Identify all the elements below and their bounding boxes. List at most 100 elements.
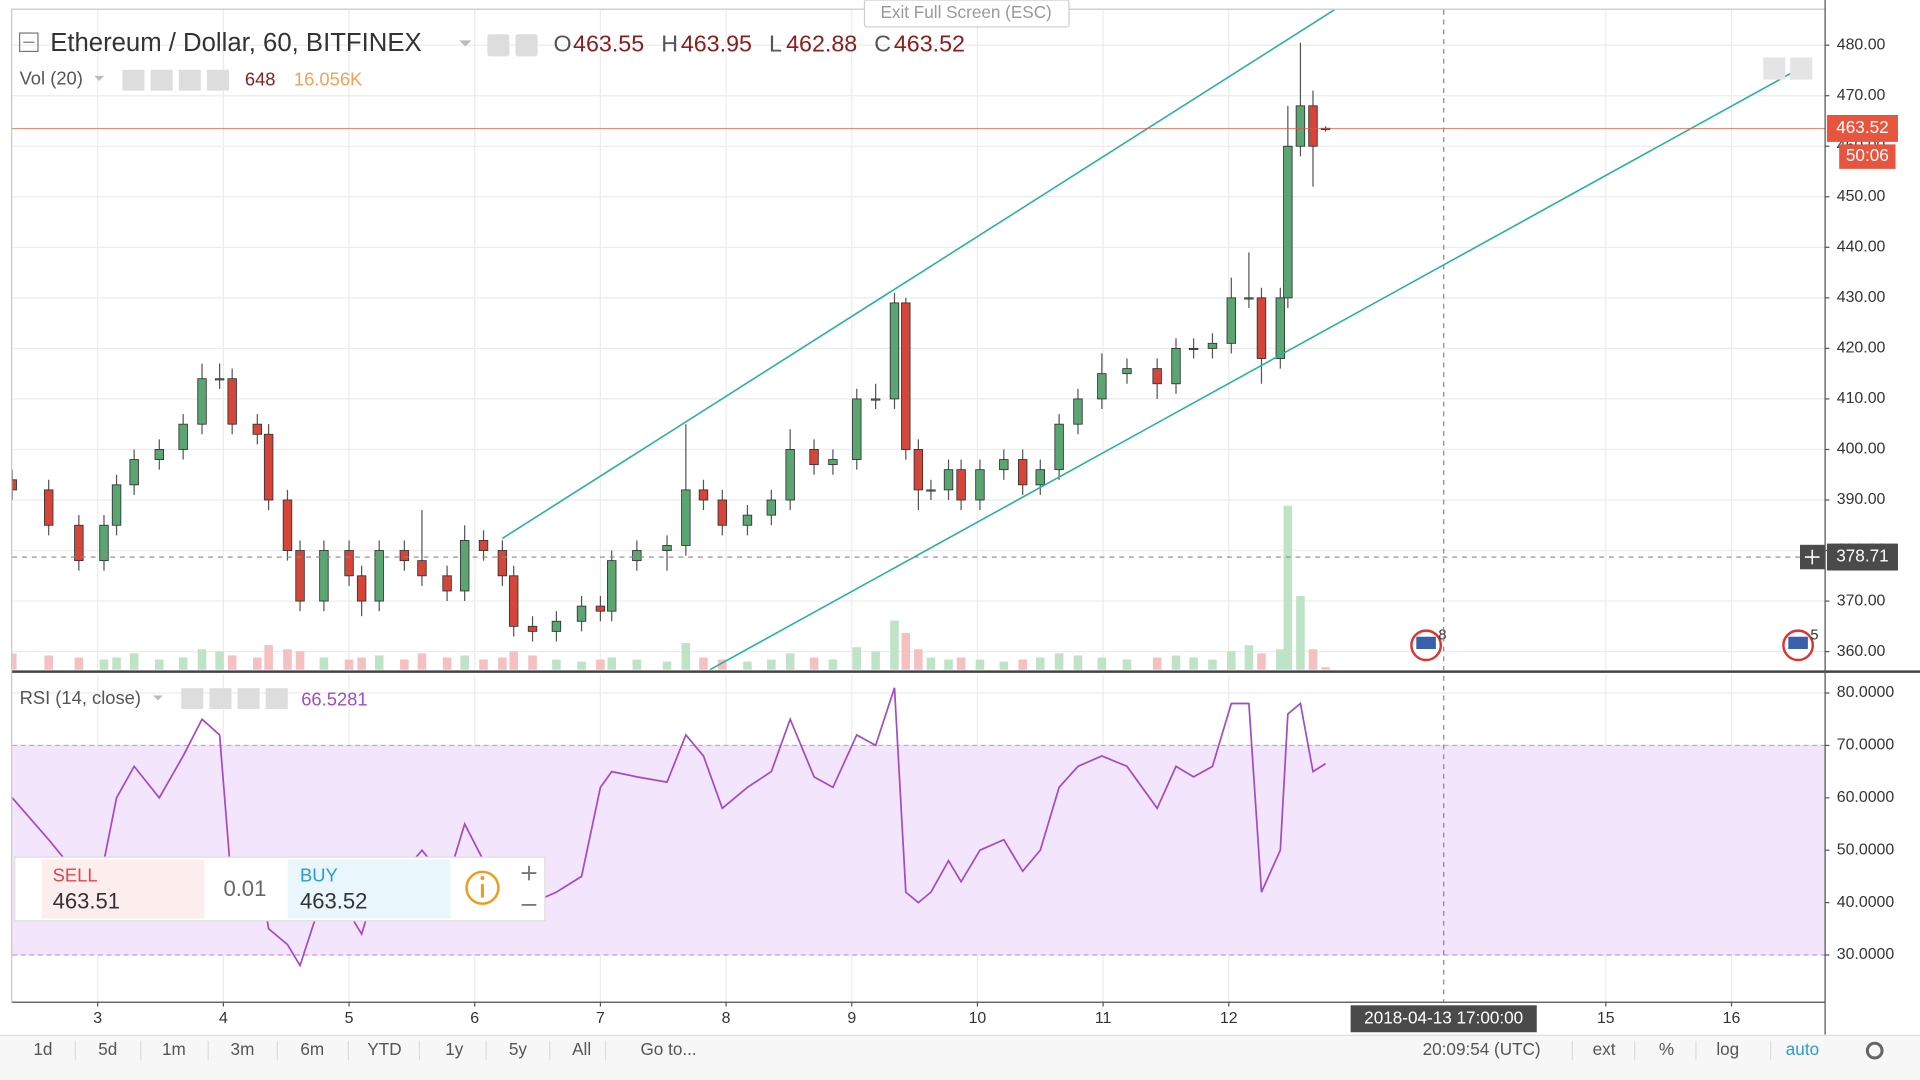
ohlc-label: O [553,30,571,56]
volume-bar [809,657,819,670]
candle-body [227,378,237,425]
settings-gear[interactable] [1865,1041,1884,1060]
scale-option[interactable]: ext [1593,1039,1616,1059]
dropdown-arrow[interactable] [153,695,163,701]
range-button[interactable]: All [572,1039,591,1059]
volume-bar [509,651,518,670]
y-tick-label: 410.00 [1837,390,1886,407]
candle-body [129,459,139,486]
volume-bar [718,659,727,670]
settings-icon[interactable] [209,688,232,709]
volume-bar [1244,645,1254,670]
symbol-title: Ethereum / Dollar, 60, BITFINEX [50,29,421,57]
range-button[interactable]: 5d [98,1039,117,1059]
candle-body [607,560,617,612]
candle-body [197,378,207,425]
volume-bar [283,649,292,670]
range-button[interactable]: 1y [445,1039,464,1059]
range-button[interactable]: 5y [509,1039,528,1059]
y-tick-label: 430.00 [1837,289,1886,306]
candle-body [1275,297,1286,359]
y-tick-label: 470.00 [1837,87,1886,104]
candle-body [913,449,924,491]
candle-body [943,469,954,491]
settings-icon[interactable] [150,69,173,91]
range-button[interactable]: 6m [300,1039,324,1059]
candle-body [828,459,838,466]
candle-body [1017,459,1028,486]
volume-bar [1171,655,1181,670]
scroll-icon[interactable] [1763,57,1786,80]
remove-icon[interactable] [206,69,229,91]
dropdown-arrow[interactable] [94,75,105,81]
volume-bar [890,620,899,670]
volume-bar [215,651,224,670]
y-tick-label: 70.0000 [1837,737,1895,754]
eye-icon[interactable] [181,688,204,709]
buy-button[interactable] [287,859,451,919]
trend-line [501,9,1335,540]
rsi-band-layer [12,744,1825,956]
range-button[interactable]: YTD [367,1039,401,1059]
candle-body [901,302,911,450]
volume-bar [828,659,838,670]
x-tick-label: 4 [219,1010,228,1027]
volume-bar [460,655,469,670]
y-tick-label: 50.0000 [1837,841,1895,858]
range-button[interactable]: 1m [162,1039,186,1059]
settings-icon[interactable] [515,34,538,57]
info-icon[interactable] [465,870,500,905]
countdown-tag [1839,144,1896,169]
scale-option[interactable]: log [1716,1039,1739,1059]
candle-body [417,560,427,577]
collapse-icon[interactable] [18,32,39,53]
sell-button[interactable] [41,859,205,919]
candle-body [478,539,489,551]
scale-option[interactable]: % [1659,1039,1674,1059]
dropdown-arrow[interactable] [459,40,472,47]
y-tick-label: 30.0000 [1837,946,1895,963]
scale-option[interactable]: auto [1786,1039,1819,1059]
candle-body [1054,423,1064,471]
add-icon[interactable] [237,688,260,709]
volume-bar [871,651,880,670]
ohlc-label: C [874,30,891,56]
volume-bar [956,657,966,670]
candle-body [742,514,753,526]
range-button[interactable]: Go to... [640,1039,696,1059]
range-button[interactable]: 1d [33,1039,52,1059]
volume-bar [552,659,561,670]
candle-body [1308,105,1318,147]
volume-bar [197,649,207,670]
eye-icon[interactable] [487,34,510,57]
toolbar-items: 1d 5d 1m 3m 6m YTD 1y 5y All Go to... 20:09:54 (UT… [33,1039,1819,1061]
add-icon[interactable] [178,69,201,91]
y-tick-label: 420.00 [1837,340,1886,357]
candle-body [956,469,966,501]
volume-bar [999,661,1009,670]
volume-value: 648 [245,69,276,90]
y-tick-label: 40.0000 [1837,894,1895,911]
exit-fullscreen-button[interactable] [863,0,1070,28]
range-button[interactable]: 3m [231,1039,255,1059]
candle-body [1097,373,1107,400]
plus-button[interactable] [521,865,537,881]
volume-bar [852,647,862,670]
x-tick-label: 5 [345,1010,354,1027]
volume-bar [129,653,139,670]
volume-bar [528,655,537,670]
candle-body [356,575,367,602]
remove-icon[interactable] [265,688,288,709]
candle-body [1256,297,1267,359]
scale-icon[interactable] [1790,57,1813,80]
volume-bar [926,657,936,670]
candle-body [717,499,728,526]
y-tick-label: 480.00 [1837,36,1886,53]
y-tick-label: 60.0000 [1837,789,1895,806]
eye-icon[interactable] [122,69,145,91]
y-tick-label: 390.00 [1837,491,1886,508]
volume-bar [498,657,507,670]
overlay-layer: 8 5 463.52 50:06 378.71 2018-04-13 17:00:00 [12,9,1898,1033]
